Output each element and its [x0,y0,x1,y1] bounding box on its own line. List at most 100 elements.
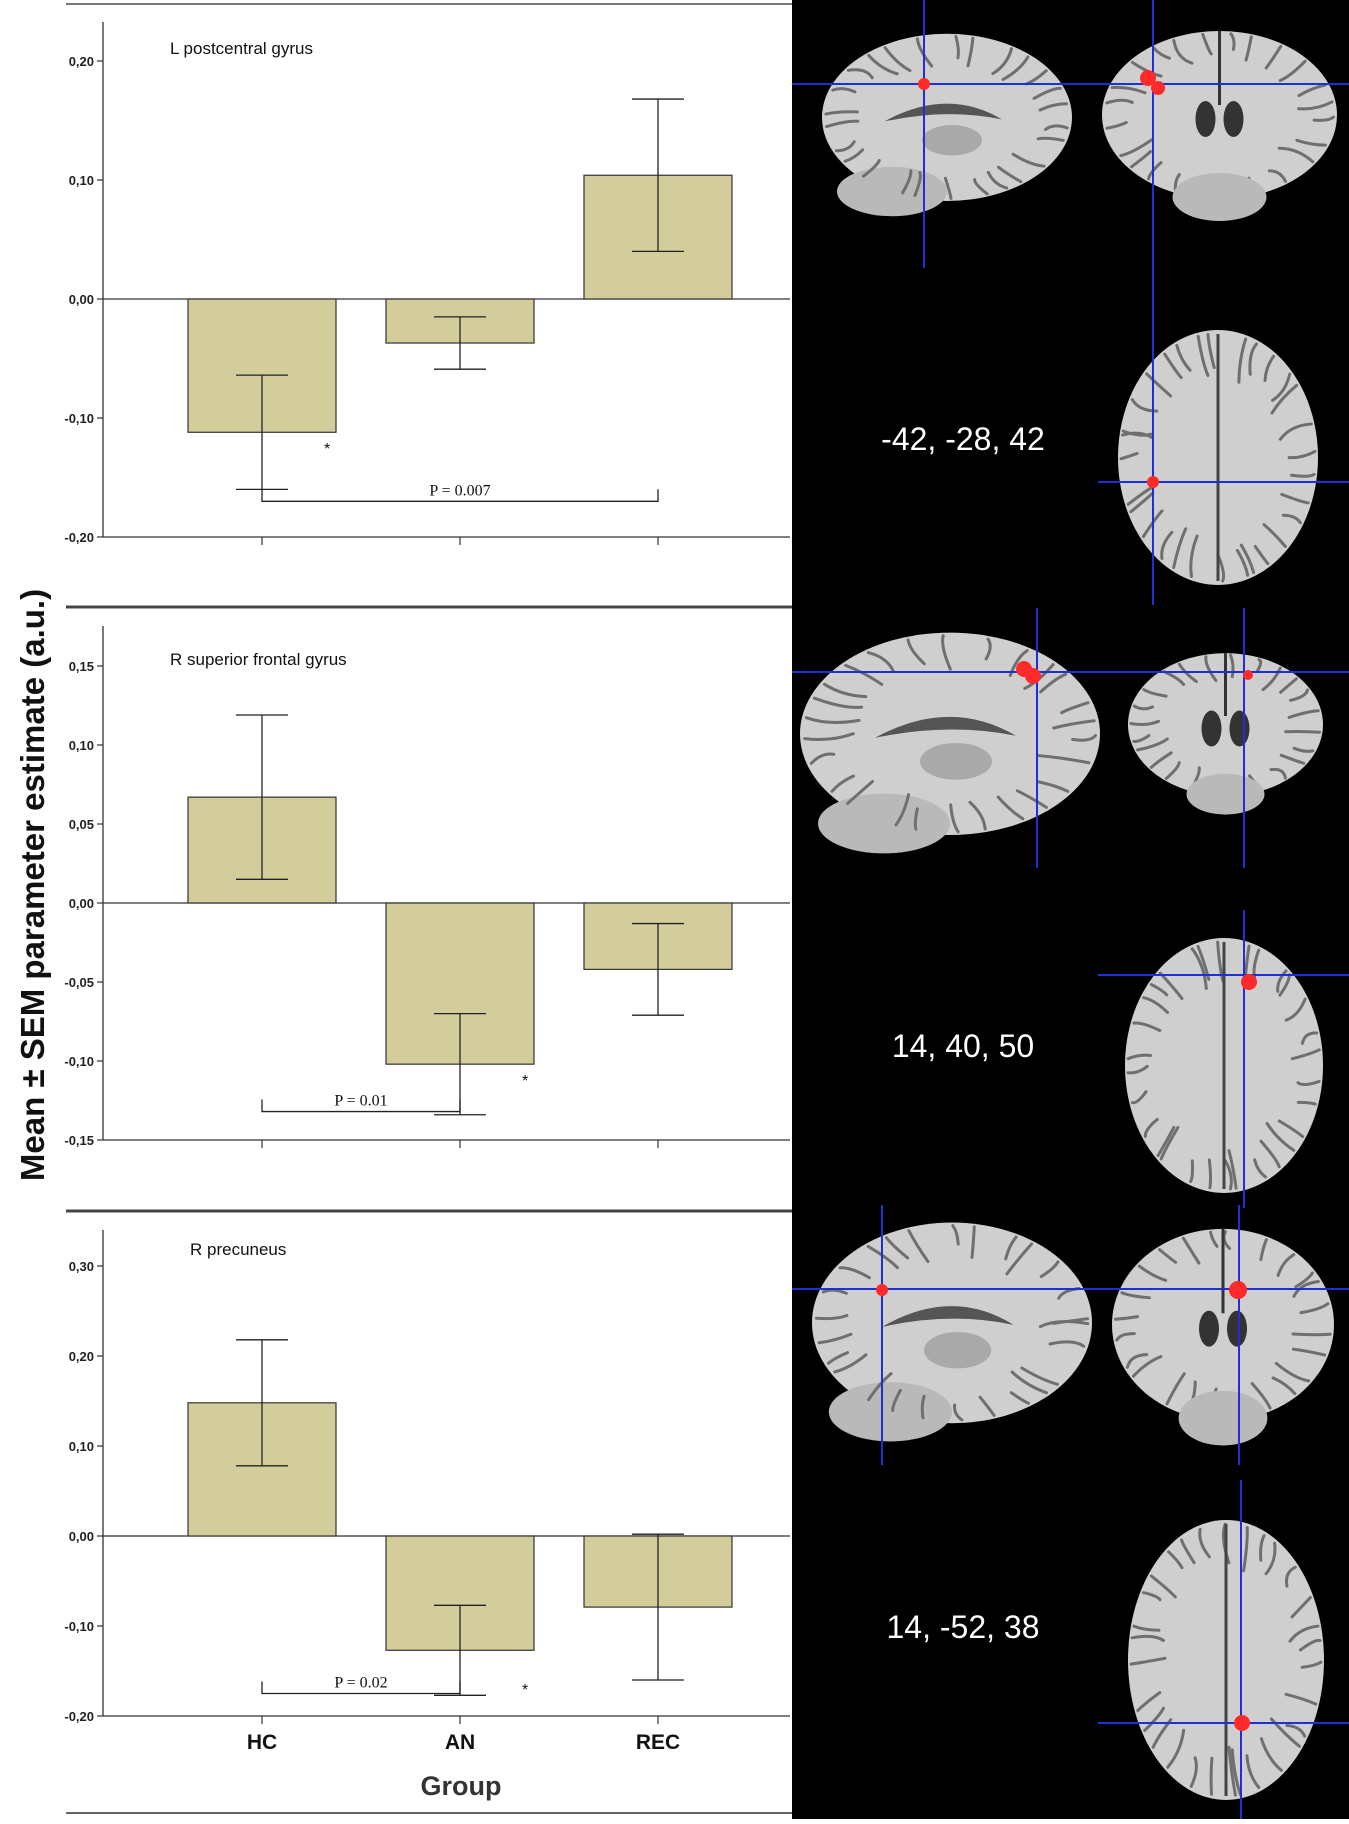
mni-coordinates: 14, -52, 38 [887,1609,1040,1645]
brain-sulcus [1125,1353,1149,1369]
chart-title: R precuneus [190,1240,286,1259]
p-value-label: P = 0.01 [334,1093,387,1110]
brain-sulcus [1119,137,1154,158]
brain-sulcus [1248,342,1258,376]
brain-sulcus [1126,1053,1152,1061]
brain-sulcus [1227,1745,1237,1797]
cerebellum [837,166,947,217]
brain-slices: -42, -28, 42 14, 40, 50 14, -52, 38 [792,0,1349,1819]
brain-sulcus [1005,1242,1034,1276]
brain-sulcus [1130,1090,1148,1105]
activation-cluster [1151,81,1165,95]
brain-sulcus [1105,121,1128,130]
brain-sulcus [1001,55,1030,81]
brain-sulcus [1278,422,1313,441]
brain-sulcus [1032,86,1062,100]
significance-bracket [261,1099,461,1113]
brain-sulcus [1036,136,1065,142]
brain-sulcus [1250,1382,1272,1410]
activation-cluster [1241,974,1257,990]
brain-sulcus [943,176,953,200]
y-tick-label: -0,10 [64,1054,94,1069]
brainstem [1172,173,1267,221]
brain-sulcus [1279,753,1306,765]
brain-sulcus [1158,1248,1178,1264]
p-value-label: P = 0.02 [334,1675,387,1692]
brain-sulcus [1271,372,1292,402]
category-label-hc: HC [247,1731,277,1754]
brain-sulcus [1156,1126,1176,1157]
brain-sulcus [1237,337,1248,384]
brain-sulcus [1198,1527,1211,1559]
brain-sulcus [996,795,1025,821]
corpus-callosum [882,1306,1014,1327]
brain-sulcus [920,1394,926,1420]
brain-sulcus [884,1236,910,1260]
brain-sulcus [894,793,911,827]
y-tick-label: -0,10 [64,411,94,426]
brain-sulcus [1172,527,1188,569]
brain-sulcus [1276,969,1288,993]
brain-sulcus [1129,1656,1167,1666]
category-label-rec: REC [636,1731,680,1754]
brain-sulcus [1271,1376,1297,1396]
y-tick-label: 0,20 [69,1349,94,1364]
brainstem [1186,773,1265,815]
y-tick-label: 0,00 [69,292,94,307]
brain-sulcus [1131,1355,1163,1378]
brain-sulcus [913,807,919,831]
brain-sulcus [1296,1100,1317,1106]
activation-cluster [1140,70,1156,86]
brain-sulcus [1280,492,1310,505]
brain-sulcus [883,46,912,73]
brain-sulcus [991,47,1013,76]
brain-sulcus [1245,1754,1261,1789]
brain-sulcus [1009,1391,1030,1405]
brain-sulcus [814,1314,849,1321]
thalamus [922,125,982,156]
brain-sulcus [1281,513,1302,525]
brain-sulcus [1036,754,1091,765]
brain-sulcus [1289,688,1309,702]
brain-sulcus [1287,449,1317,460]
brain-sulcus [1190,947,1208,990]
brain-sulcus [1048,1340,1086,1348]
sagittal-cortex [800,632,1100,835]
brain-sulcus [1164,761,1181,780]
brain-sulcus [1143,1117,1159,1138]
brain-sulcus [1298,1638,1322,1652]
brain-sulcus [901,169,913,195]
brain-sulcus [984,637,992,661]
ventricle-left [1199,1310,1219,1347]
brain-sulcus [951,1224,960,1246]
brain-sulcus [1060,701,1090,715]
brain-sulcus [1149,751,1173,769]
brain-sulcus [1180,1538,1196,1565]
brain-sulcus [867,1372,893,1402]
ventricle-right [1227,1310,1247,1347]
chart-title: R superior frontal gyrus [170,650,347,669]
brain-sulcus [1235,548,1250,577]
coronal-cortex [1102,31,1337,199]
brain-sulcus [1167,1550,1184,1570]
y-tick-label: -0,15 [64,1133,94,1148]
brain-sulcus [846,780,874,805]
brain-sulcus [809,752,836,765]
brain-sulcus [1105,98,1134,105]
brain-sulcus [1051,1317,1090,1325]
activation-cluster [918,78,930,90]
brain-sulcus [1142,996,1169,1014]
brain-sulcus [1287,709,1320,719]
sagittal-slice [822,33,1072,217]
brain-sulcus [970,1225,976,1259]
brain-sulcus [825,119,860,129]
brain-sulcus [803,732,855,742]
brain-sulcus [1039,1260,1060,1279]
y-tick-label: 0,05 [69,817,94,832]
brain-sulcus [1244,35,1253,62]
brain-sulcus [913,171,922,198]
brain-sulcus [968,800,987,831]
category-label-an: AN [445,1731,475,1754]
brain-sulcus [843,148,865,163]
